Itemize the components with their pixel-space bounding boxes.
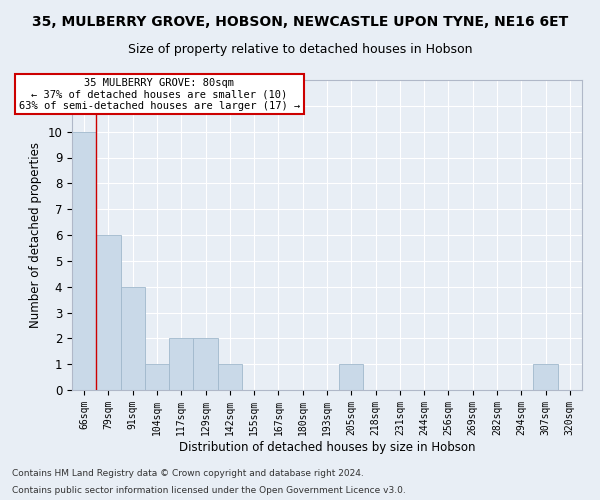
Text: 35, MULBERRY GROVE, HOBSON, NEWCASTLE UPON TYNE, NE16 6ET: 35, MULBERRY GROVE, HOBSON, NEWCASTLE UP… xyxy=(32,15,568,29)
Bar xyxy=(218,364,242,390)
Text: Contains HM Land Registry data © Crown copyright and database right 2024.: Contains HM Land Registry data © Crown c… xyxy=(12,468,364,477)
Text: 35 MULBERRY GROVE: 80sqm
← 37% of detached houses are smaller (10)
63% of semi-d: 35 MULBERRY GROVE: 80sqm ← 37% of detach… xyxy=(19,78,300,111)
Text: Size of property relative to detached houses in Hobson: Size of property relative to detached ho… xyxy=(128,42,472,56)
Bar xyxy=(339,364,364,390)
Bar xyxy=(72,132,96,390)
Bar xyxy=(121,286,145,390)
Bar xyxy=(96,235,121,390)
Bar xyxy=(169,338,193,390)
Bar xyxy=(145,364,169,390)
X-axis label: Distribution of detached houses by size in Hobson: Distribution of detached houses by size … xyxy=(179,440,475,454)
Y-axis label: Number of detached properties: Number of detached properties xyxy=(29,142,42,328)
Text: Contains public sector information licensed under the Open Government Licence v3: Contains public sector information licen… xyxy=(12,486,406,495)
Bar xyxy=(193,338,218,390)
Bar xyxy=(533,364,558,390)
